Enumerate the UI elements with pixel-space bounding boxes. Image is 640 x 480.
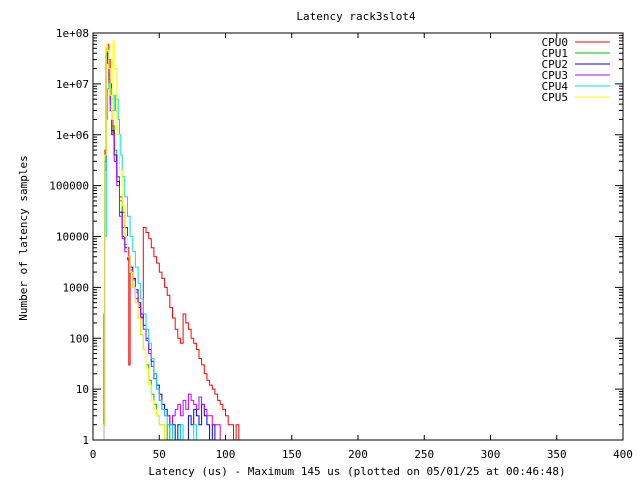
- legend-label: CPU2: [542, 58, 569, 71]
- x-tick-label: 300: [481, 448, 501, 461]
- legend-label: CPU3: [542, 69, 569, 82]
- x-tick-label: 150: [282, 448, 302, 461]
- y-tick-label: 10000: [56, 231, 89, 244]
- axis-ticks: 0 50 100 150 200 250 300 350 400 1 10 100 1000 10000 1…: [49, 27, 633, 461]
- series-line-cpu0: [103, 43, 287, 441]
- legend-label: CPU4: [542, 80, 569, 93]
- chart-title: Latency rack3slot4: [296, 10, 416, 23]
- x-tick-label: 50: [153, 448, 166, 461]
- x-tick-label: 350: [547, 448, 567, 461]
- x-tick-label: 0: [90, 448, 97, 461]
- series-line-cpu4: [103, 83, 206, 441]
- x-axis-label: Latency (us) - Maximum 145 us (plotted o…: [148, 465, 565, 478]
- x-tick-label: 200: [348, 448, 368, 461]
- y-tick-label: 1e+08: [56, 27, 89, 40]
- x-tick-label: 400: [613, 448, 633, 461]
- y-tick-label: 100: [69, 332, 89, 345]
- series-line-cpu3: [103, 59, 227, 441]
- y-tick-label: 1: [82, 434, 89, 447]
- legend-label: CPU1: [542, 47, 569, 60]
- x-tick-label: 250: [414, 448, 434, 461]
- series-line-cpu5: [103, 40, 188, 441]
- y-tick-label: 1e+07: [56, 78, 89, 91]
- series-line-cpu2: [103, 52, 241, 441]
- legend-label: CPU0: [542, 36, 569, 49]
- y-tick-label: 10: [76, 383, 89, 396]
- y-tick-label: 100000: [49, 180, 89, 193]
- x-tick-label: 100: [216, 448, 236, 461]
- y-axis-label: Number of latency samples: [17, 155, 30, 321]
- legend-label: CPU5: [542, 91, 569, 104]
- y-tick-label: 1000: [63, 281, 90, 294]
- plot-frame: [92, 32, 624, 441]
- y-tick-label: 1e+06: [56, 129, 89, 142]
- series-group: [103, 40, 287, 441]
